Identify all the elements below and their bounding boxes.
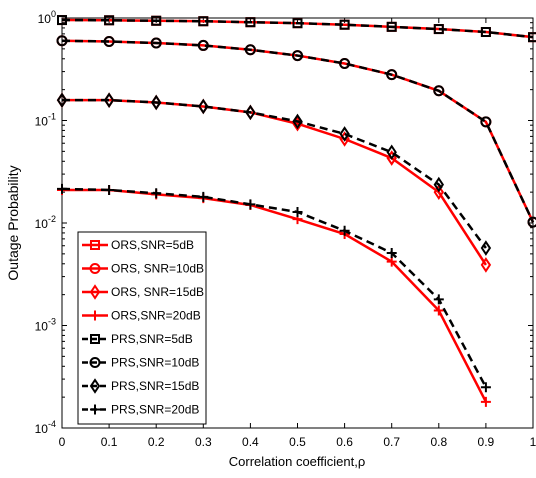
legend-marker [89, 378, 101, 394]
marker [57, 15, 67, 26]
legend-label: PRS,SNR=15dB [111, 379, 199, 393]
marker [480, 396, 491, 407]
marker [339, 126, 350, 142]
y-tick-base: 10 [35, 320, 49, 334]
marker [480, 27, 491, 38]
legend-marker [90, 334, 100, 344]
legend-label: ORS,SNR=20dB [111, 309, 201, 323]
legend-marker [90, 404, 100, 415]
series-line [61, 39, 535, 223]
marker [198, 191, 209, 202]
marker [480, 382, 491, 393]
marker [433, 305, 444, 316]
y-axis-label: Outage Probability [5, 165, 21, 280]
legend-marker [89, 284, 101, 300]
x-tick-label: 1 [530, 435, 536, 449]
marker [339, 19, 350, 30]
legend-label: PRS,SNR=5dB [111, 332, 193, 346]
legend-box [77, 231, 207, 425]
legend-marker [90, 310, 100, 321]
marker [56, 35, 68, 47]
marker [386, 256, 397, 267]
series-line [62, 98, 487, 249]
marker [339, 225, 350, 236]
marker [528, 32, 536, 43]
y-tick-label: 10-4 [35, 419, 56, 436]
legend-label: PRS,SNR=20dB [111, 403, 199, 417]
x-tick-label: 0.5 [289, 435, 306, 449]
marker [386, 247, 397, 258]
series-line [61, 18, 534, 39]
y-tick-exponent: -1 [48, 112, 56, 122]
y-tick-exponent: 0 [51, 9, 56, 19]
x-tick-label: 0.3 [195, 435, 212, 449]
legend-marker [89, 263, 101, 274]
marker [433, 184, 445, 200]
marker [386, 21, 397, 32]
marker [527, 216, 536, 228]
x-tick-label: 0.1 [101, 435, 118, 449]
y-tick-label: 100 [38, 9, 56, 26]
marker [386, 69, 398, 81]
marker [245, 199, 256, 210]
marker [292, 113, 303, 130]
y-tick-exponent: -2 [48, 214, 56, 224]
legend-label: ORS,SNR=5dB [111, 238, 194, 252]
y-tick-base: 10 [35, 217, 49, 231]
y-tick-base: 10 [38, 12, 52, 26]
marker [150, 94, 162, 111]
marker [57, 183, 67, 194]
legend-marker [90, 240, 100, 250]
marker [292, 18, 303, 29]
legend-label: ORS, SNR=15dB [111, 285, 204, 299]
y-tick-base: 10 [35, 115, 49, 129]
y-tick-base: 10 [35, 422, 49, 436]
marker [244, 44, 256, 56]
y-tick-label: 10-3 [35, 317, 56, 334]
y-tick-label: 10-2 [35, 214, 56, 231]
legend-label: PRS,SNR=10dB [111, 356, 199, 370]
y-tick-exponent: -4 [48, 419, 56, 429]
marker [433, 24, 444, 35]
series-line [61, 187, 488, 388]
marker [480, 257, 492, 273]
marker [151, 15, 162, 26]
x-tick-label: 0.2 [148, 435, 165, 449]
marker [198, 16, 209, 27]
y-tick-exponent: -3 [48, 317, 56, 327]
x-tick-label: 0.4 [242, 435, 259, 449]
marker [433, 85, 445, 97]
marker [433, 176, 445, 193]
marker [150, 37, 162, 49]
x-tick-label: 0.8 [430, 435, 447, 449]
legend-label: ORS, SNR=10dB [111, 262, 204, 276]
marker [292, 207, 303, 218]
marker [245, 17, 256, 28]
marker [386, 144, 397, 161]
marker [103, 35, 115, 47]
marker [103, 92, 115, 108]
marker [56, 92, 68, 108]
marker [104, 15, 115, 26]
marker [197, 39, 209, 51]
x-axis-label: Correlation coefficient,ρ [229, 454, 366, 469]
marker [386, 150, 397, 166]
marker [480, 240, 492, 256]
x-tick-label: 0.7 [383, 435, 400, 449]
marker [151, 188, 162, 199]
marker [339, 57, 351, 69]
legend-marker [89, 357, 101, 368]
marker [198, 98, 209, 115]
x-tick-label: 0 [59, 435, 66, 449]
x-tick-label: 0.6 [336, 435, 353, 449]
y-tick-label: 10-1 [35, 112, 56, 129]
marker [480, 116, 492, 128]
marker [433, 294, 444, 305]
marker [292, 50, 303, 62]
marker [245, 104, 256, 121]
x-tick-label: 0.9 [478, 435, 495, 449]
marker [104, 184, 115, 195]
